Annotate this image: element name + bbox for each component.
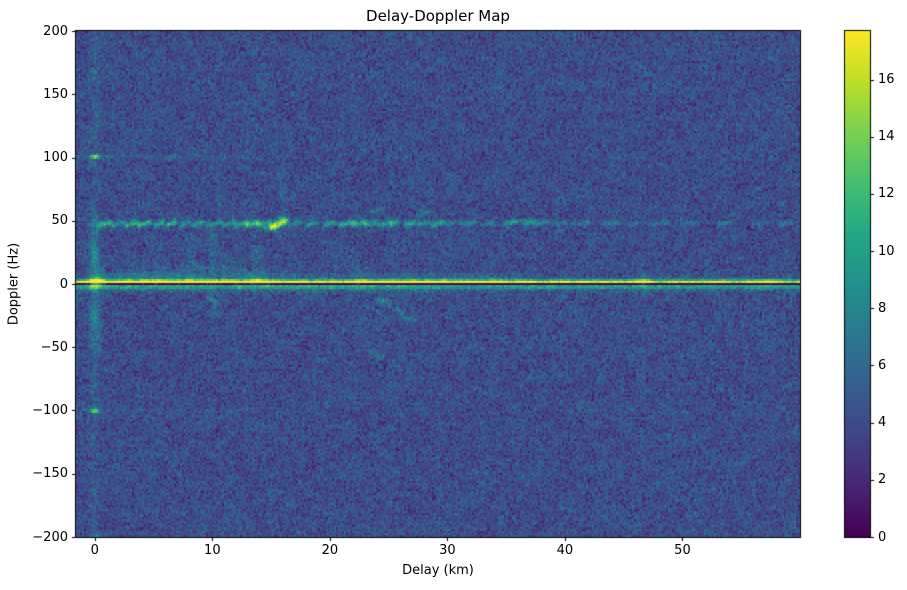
chart-title: Delay-Doppler Map [366, 7, 510, 25]
x-tick-label: 50 [674, 543, 691, 558]
y-tick-label: 150 [43, 86, 68, 102]
colorbar-tick-label: 4 [878, 415, 887, 431]
colorbar-tick-label: 14 [878, 129, 895, 145]
colorbar-tick-label: 6 [878, 357, 887, 373]
y-tick-label: −200 [32, 529, 68, 545]
y-tick-label: 100 [43, 150, 68, 165]
colorbar-tick-label: 0 [878, 529, 887, 545]
y-tick-label: 200 [43, 23, 68, 39]
colorbar-tick-label: 10 [878, 243, 895, 259]
colorbar-tick-label: 2 [878, 472, 887, 488]
x-tick-label: 10 [204, 543, 221, 558]
y-tick-label: −50 [40, 339, 68, 355]
x-tick-label: 30 [439, 543, 456, 558]
x-tick-label: 20 [321, 543, 339, 558]
x-axis-label: Delay (km) [402, 563, 474, 578]
y-tick-label: −150 [32, 466, 68, 482]
x-tick-label: 40 [556, 543, 574, 558]
colorbar-tick-label: 16 [878, 72, 895, 88]
y-tick-label: 50 [51, 213, 68, 229]
colorbar-tick-label: 8 [878, 300, 887, 316]
x-tick-label: 0 [90, 543, 99, 558]
y-tick-label: 0 [59, 276, 68, 292]
y-tick-label: −100 [32, 403, 68, 418]
colorbar-tick-label: 12 [878, 186, 895, 202]
